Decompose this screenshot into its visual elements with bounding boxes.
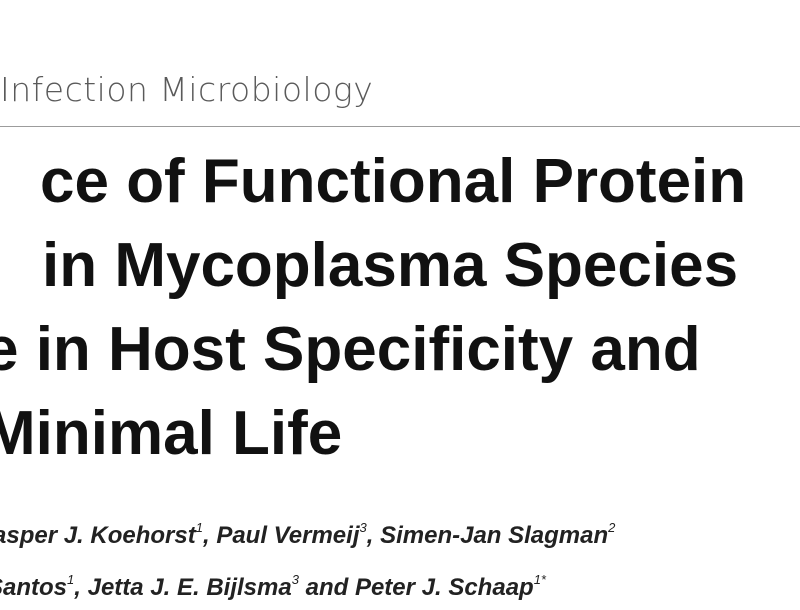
author-separator: and (298, 574, 355, 601)
affiliation-marker: 2 (608, 520, 616, 535)
affiliation-marker: 3 (359, 520, 367, 535)
article-title: ce of Functional Protein in Mycoplasma S… (0, 140, 746, 476)
author-name: Jetta J. E. Bijlsma (87, 574, 292, 601)
author-list: asper J. Koehorst1, Paul Vermeij3, Simen… (0, 506, 615, 610)
affiliation-marker: 1 (67, 572, 75, 587)
author-line: Santos1, Jetta J. E. Bijlsma3 and Peter … (0, 558, 615, 610)
journal-section-header: Infection Microbiology (0, 70, 374, 109)
author-name: Peter J. Schaap (354, 574, 534, 601)
author-name: Santos (0, 574, 68, 601)
author-name: asper J. Koehorst (0, 522, 196, 549)
author-line: asper J. Koehorst1, Paul Vermeij3, Simen… (0, 506, 615, 558)
affiliation-marker: 1* (533, 572, 546, 587)
title-line: ce of Functional Protein (40, 147, 747, 216)
title-line: in Mycoplasma Species (42, 231, 739, 300)
title-line: Minimal Life (0, 399, 343, 468)
author-separator: , (74, 574, 88, 601)
affiliation-marker: 1 (195, 520, 203, 535)
author-name: Simen-Jan Slagman (380, 522, 609, 549)
affiliation-marker: 3 (291, 572, 299, 587)
author-separator: , (202, 522, 217, 549)
author-name: Paul Vermeij (216, 522, 360, 549)
title-line: e in Host Specificity and (0, 315, 701, 384)
header-divider (0, 126, 800, 127)
author-separator: , (366, 522, 381, 549)
